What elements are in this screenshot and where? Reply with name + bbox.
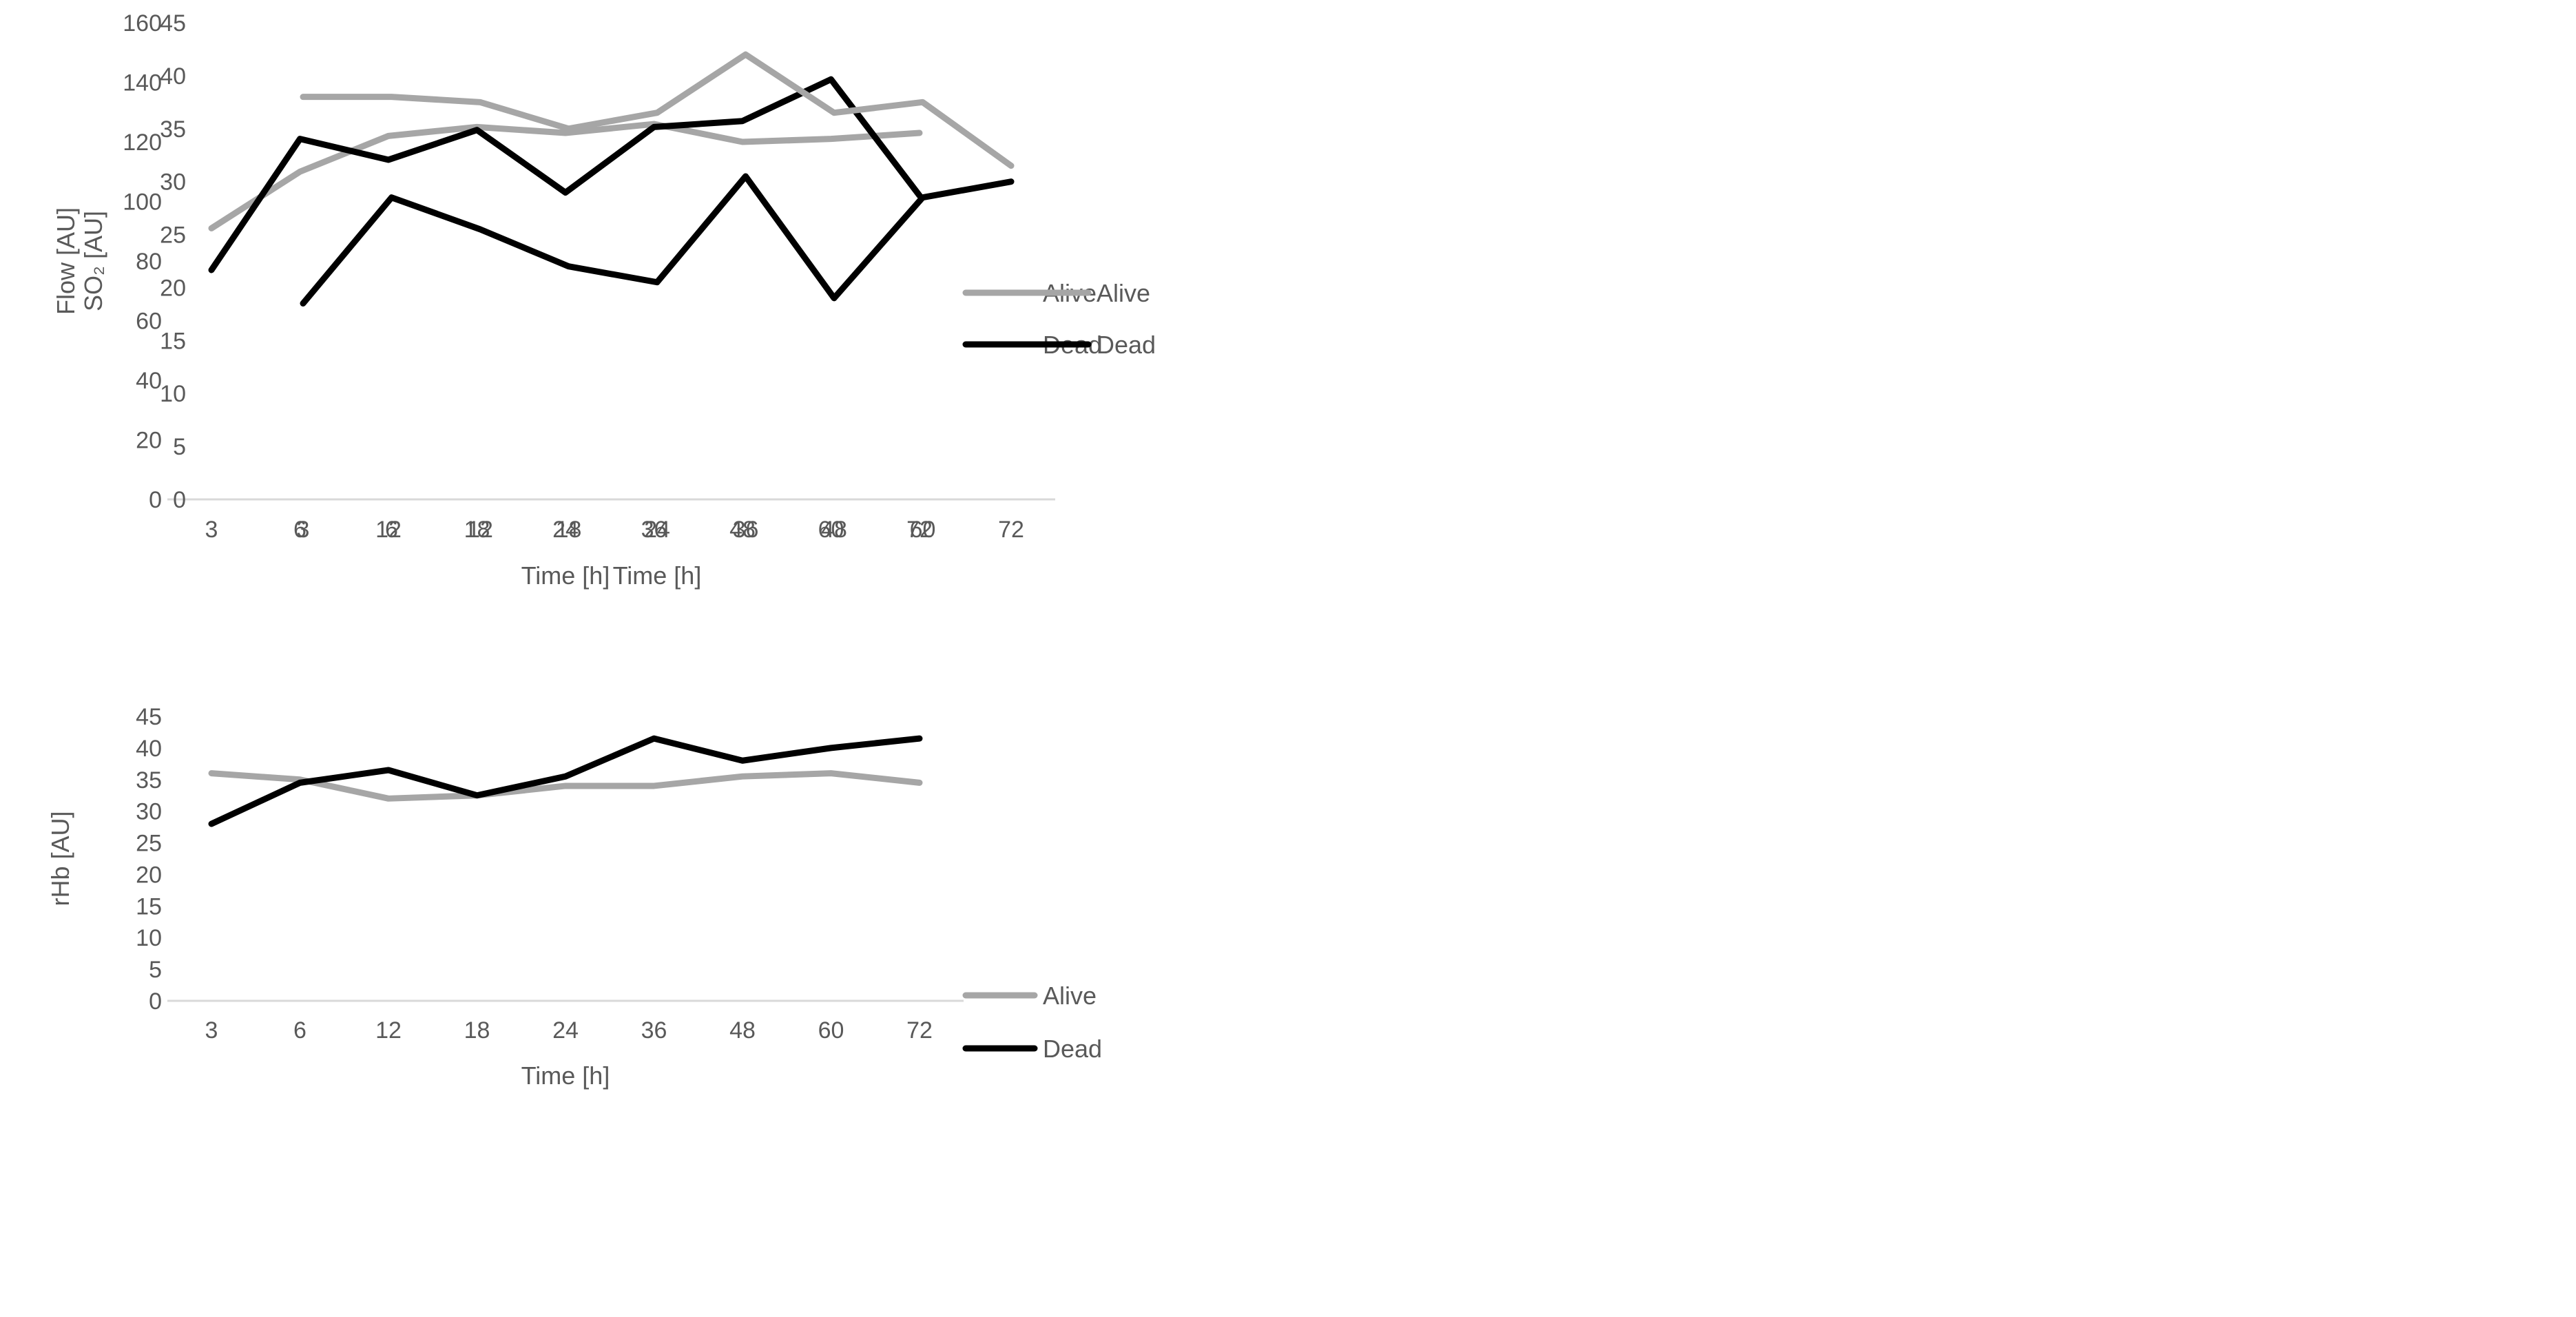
y-tick-label: 30 xyxy=(136,799,162,825)
y-tick-label: 5 xyxy=(173,434,186,460)
alive-line xyxy=(300,51,1015,169)
x-tick-label: 18 xyxy=(556,517,582,543)
y-tick-label: 20 xyxy=(160,275,186,301)
x-tick-label: 72 xyxy=(998,517,1024,543)
x-tick-label: 60 xyxy=(910,517,936,543)
x-tick-label: 12 xyxy=(467,517,493,543)
y-axis-title: SO₂ [AU] xyxy=(79,211,107,311)
y-tick-label: 120 xyxy=(123,129,162,156)
y-axis-title: Flow [AU] xyxy=(52,207,80,315)
y-tick-label: 15 xyxy=(136,893,162,920)
alive-line xyxy=(208,770,923,802)
legend-label: Alive xyxy=(1097,279,1150,307)
y-tick-label: 45 xyxy=(136,704,162,730)
x-tick-label: 6 xyxy=(293,517,307,543)
y-tick-label: 10 xyxy=(136,925,162,951)
y-tick-label: 100 xyxy=(123,189,162,216)
y-tick-label: 60 xyxy=(136,309,162,335)
dead-line xyxy=(208,735,923,827)
y-tick-label: 10 xyxy=(160,381,186,407)
x-tick-label: 18 xyxy=(464,1017,490,1044)
x-axis-title: Time [h] xyxy=(521,561,610,590)
y-tick-label: 0 xyxy=(173,487,186,513)
y-tick-label: 40 xyxy=(136,368,162,394)
y-tick-label: 25 xyxy=(160,222,186,249)
x-axis-title: Time [h] xyxy=(521,1061,610,1090)
x-tick-label: 24 xyxy=(552,517,579,543)
legend-label: Alive xyxy=(1043,982,1097,1010)
x-tick-label: 36 xyxy=(733,517,759,543)
x-tick-label: 72 xyxy=(906,1017,933,1044)
x-tick-label: 3 xyxy=(205,1017,218,1044)
y-tick-label: 30 xyxy=(160,169,186,196)
x-tick-label: 36 xyxy=(641,1017,667,1044)
dead-line xyxy=(300,173,1015,307)
x-tick-label: 6 xyxy=(385,517,398,543)
x-tick-label: 72 xyxy=(906,517,933,543)
y-tick-label: 40 xyxy=(160,63,186,90)
x-tick-label: 3 xyxy=(297,517,310,543)
x-tick-label: 60 xyxy=(818,1017,844,1044)
y-axis-title: rHb [AU] xyxy=(46,811,74,906)
rhb-chart-container: 0 5 10 15 20 25 30 35 40 45 3 6 12 18 24 36 48 60 72 rHb [A… xyxy=(0,658,1171,1317)
x-tick-label: 6 xyxy=(293,1017,307,1044)
so2-chart-container: 0 5 10 15 20 25 30 35 40 45 3 6 12 18 24 36 48 60 72 SO₂ [A… xyxy=(0,0,1171,658)
y-tick-label: 0 xyxy=(149,988,162,1015)
y-tick-label: 80 xyxy=(136,249,162,275)
x-tick-label: 48 xyxy=(729,1017,756,1044)
x-tick-label: 36 xyxy=(641,517,667,543)
x-tick-label: 24 xyxy=(644,517,670,543)
y-tick-label: 160 xyxy=(123,10,162,37)
y-tick-label: 25 xyxy=(136,831,162,857)
alive-line xyxy=(208,121,923,231)
x-tick-label: 60 xyxy=(818,517,844,543)
x-tick-label: 18 xyxy=(464,517,490,543)
x-tick-label: 24 xyxy=(552,1017,579,1044)
y-tick-label: 20 xyxy=(136,428,162,454)
y-tick-label: 0 xyxy=(149,487,162,513)
y-tick-label: 45 xyxy=(160,10,186,37)
y-tick-label: 35 xyxy=(160,116,186,143)
y-tick-label: 15 xyxy=(160,328,186,354)
y-tick-label: 5 xyxy=(149,957,162,983)
x-axis-title: Time [h] xyxy=(613,561,702,590)
y-tick-label: 140 xyxy=(123,70,162,96)
y-tick-label: 20 xyxy=(136,862,162,888)
legend-label: Dead xyxy=(1043,1035,1102,1063)
y-tick-label: 35 xyxy=(136,767,162,794)
x-tick-label: 3 xyxy=(205,517,218,543)
x-tick-label: 48 xyxy=(821,517,847,543)
legend-label: Dead xyxy=(1097,331,1156,359)
y-tick-label: 40 xyxy=(136,736,162,762)
x-tick-label: 48 xyxy=(729,517,756,543)
x-tick-label: 12 xyxy=(375,517,402,543)
x-tick-label: 12 xyxy=(375,1017,402,1044)
